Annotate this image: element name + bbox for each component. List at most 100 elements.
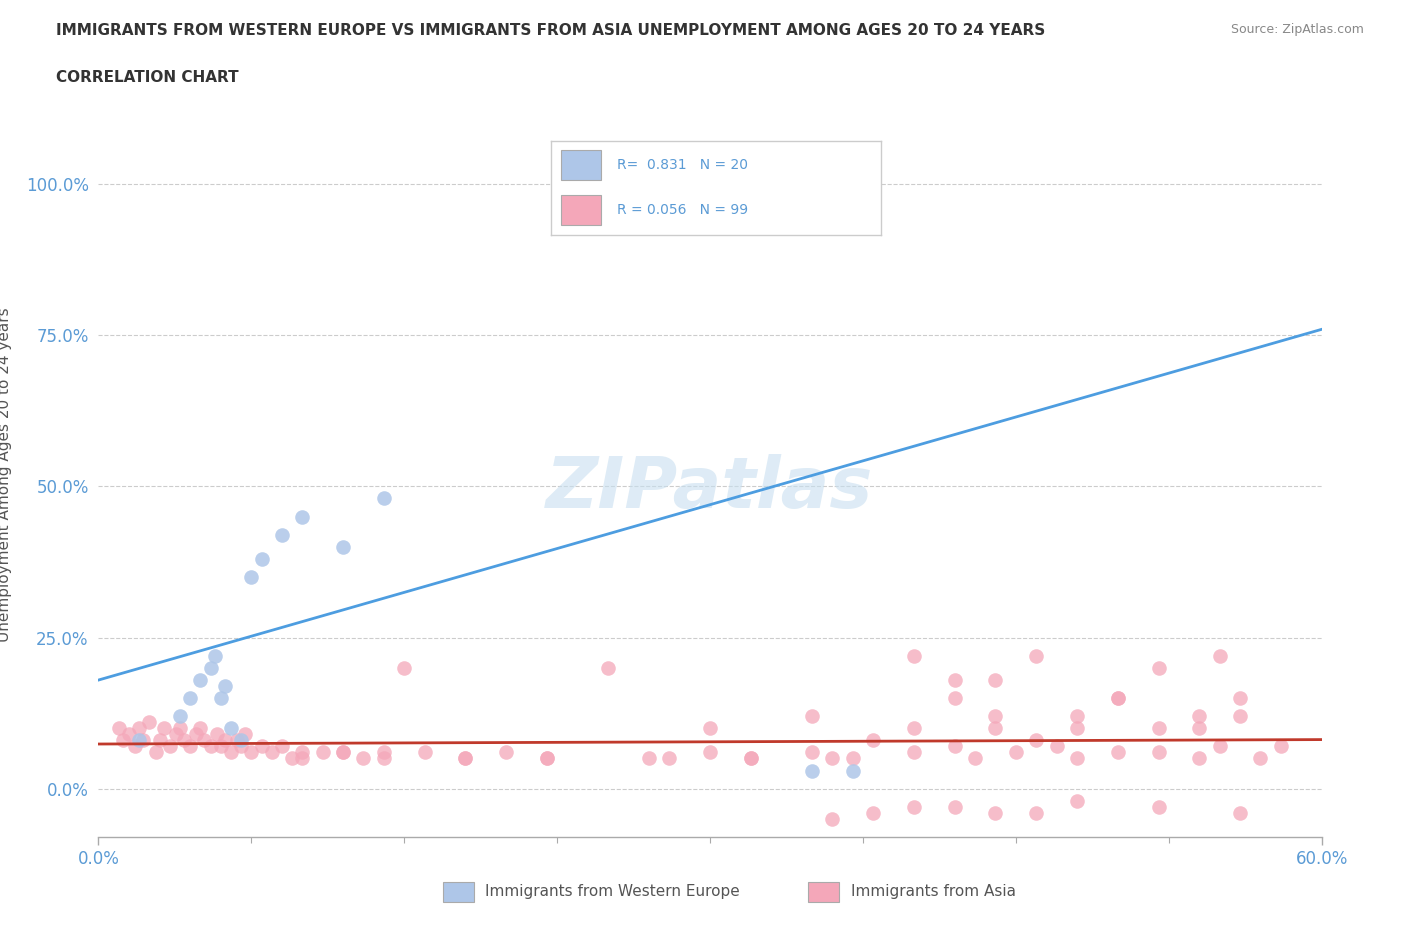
Point <box>270 738 294 753</box>
Point <box>1188 721 1211 736</box>
Point <box>260 745 283 760</box>
Point <box>943 690 966 706</box>
Point <box>1107 690 1129 706</box>
Point <box>1229 805 1251 820</box>
Point <box>291 745 314 760</box>
Point <box>943 672 966 687</box>
Point <box>179 738 201 753</box>
Point <box>1107 745 1129 760</box>
Point <box>373 751 395 766</box>
Point <box>1004 745 1026 760</box>
Point <box>965 751 987 766</box>
Point <box>179 690 201 706</box>
Point <box>1066 709 1088 724</box>
Point <box>495 745 517 760</box>
Point <box>132 733 155 748</box>
Point <box>1107 690 1129 706</box>
Point <box>200 660 222 675</box>
Point <box>332 539 354 554</box>
Point <box>281 751 304 766</box>
Point <box>536 751 558 766</box>
Point <box>332 745 354 760</box>
Point <box>740 171 762 186</box>
Point <box>699 745 721 760</box>
Point <box>118 727 141 742</box>
Point <box>637 751 661 766</box>
Point <box>821 751 844 766</box>
Point <box>165 727 187 742</box>
Point <box>332 745 354 760</box>
Point <box>984 672 1007 687</box>
Point <box>159 738 181 753</box>
Point <box>1147 799 1170 815</box>
Point <box>188 721 212 736</box>
Point <box>903 745 925 760</box>
Point <box>173 733 195 748</box>
Point <box>699 721 721 736</box>
Point <box>740 751 762 766</box>
Point <box>1045 738 1069 753</box>
Point <box>373 745 395 760</box>
Point <box>1188 751 1211 766</box>
Point <box>169 721 191 736</box>
Point <box>128 733 150 748</box>
Point <box>801 745 824 760</box>
Point <box>138 714 160 729</box>
Point <box>226 733 249 748</box>
Point <box>352 751 374 766</box>
Point <box>984 709 1007 724</box>
Y-axis label: Unemployment Among Ages 20 to 24 years: Unemployment Among Ages 20 to 24 years <box>0 307 11 642</box>
Point <box>149 733 172 748</box>
Point <box>240 745 263 760</box>
Point <box>1066 751 1088 766</box>
Point <box>291 510 314 525</box>
Point <box>200 738 222 753</box>
Point <box>658 751 681 766</box>
Point <box>903 721 925 736</box>
Point <box>1229 690 1251 706</box>
Point <box>1025 733 1047 748</box>
Point <box>862 805 884 820</box>
Point <box>943 738 966 753</box>
Point <box>169 709 191 724</box>
Point <box>536 751 558 766</box>
Point <box>250 551 273 566</box>
Point <box>699 189 721 204</box>
Text: Immigrants from Asia: Immigrants from Asia <box>851 884 1015 899</box>
Point <box>841 751 863 766</box>
Point <box>152 721 174 736</box>
Point <box>209 690 232 706</box>
Point <box>205 727 228 742</box>
Point <box>231 738 253 753</box>
Text: Immigrants from Western Europe: Immigrants from Western Europe <box>485 884 740 899</box>
Point <box>984 721 1007 736</box>
Point <box>841 763 863 777</box>
Text: ZIPatlas: ZIPatlas <box>547 455 873 524</box>
Point <box>801 709 824 724</box>
Point <box>1188 709 1211 724</box>
Point <box>204 648 226 663</box>
Point <box>188 672 212 687</box>
Text: IMMIGRANTS FROM WESTERN EUROPE VS IMMIGRANTS FROM ASIA UNEMPLOYMENT AMONG AGES 2: IMMIGRANTS FROM WESTERN EUROPE VS IMMIGR… <box>56 23 1046 38</box>
Point <box>1209 738 1232 753</box>
Point <box>392 660 416 675</box>
Point <box>740 751 762 766</box>
Point <box>1229 709 1251 724</box>
Point <box>124 738 146 753</box>
Point <box>598 660 620 675</box>
Point <box>145 745 167 760</box>
Point <box>108 721 131 736</box>
Point <box>270 527 294 542</box>
Point <box>1066 793 1088 808</box>
Point <box>454 751 477 766</box>
Point <box>240 569 263 585</box>
Point <box>862 733 884 748</box>
Point <box>413 745 436 760</box>
Point <box>903 799 925 815</box>
Point <box>214 679 236 694</box>
Point <box>1147 660 1170 675</box>
Point <box>454 751 477 766</box>
Point <box>111 733 134 748</box>
Point <box>233 727 256 742</box>
Point <box>1025 805 1047 820</box>
